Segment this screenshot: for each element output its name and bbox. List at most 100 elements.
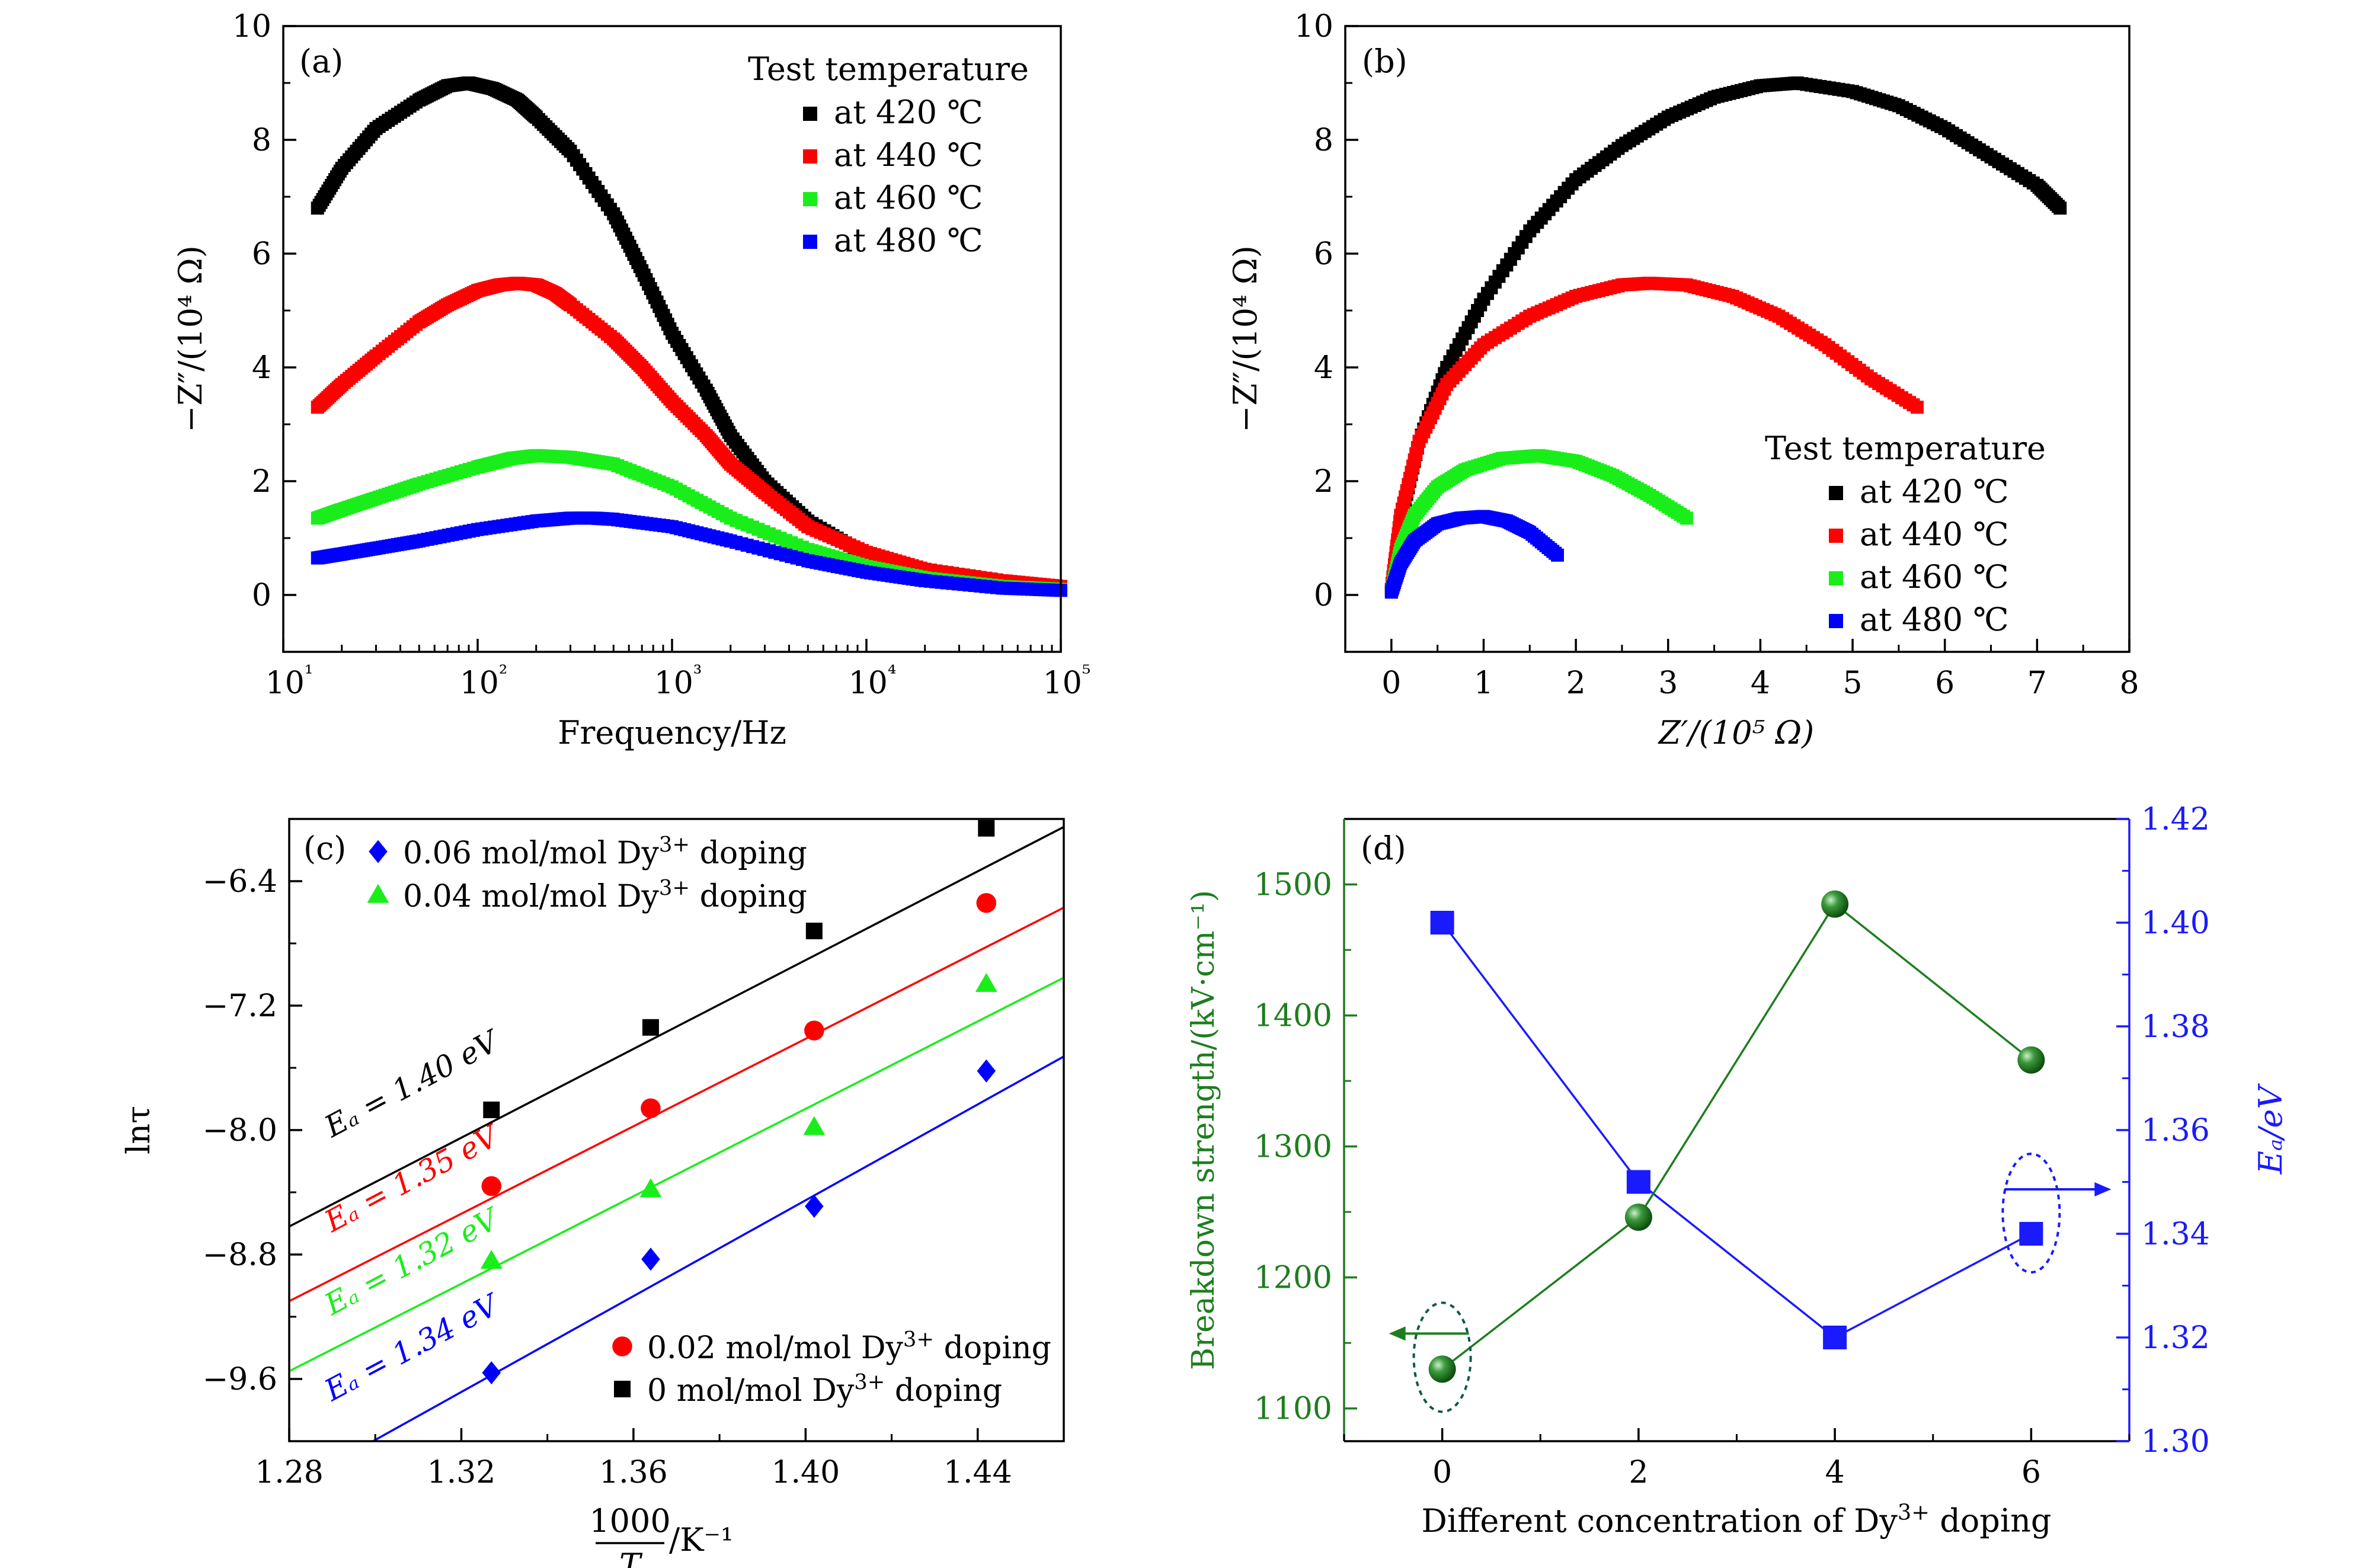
y-left-tick-label: 1400: [1254, 999, 1332, 1034]
series-1: [289, 892, 1064, 1303]
y-tick-label: 8: [252, 123, 271, 158]
data-point: [481, 1176, 502, 1196]
ea-point: [1626, 1170, 1650, 1194]
x-tick-label: 4: [1751, 665, 1770, 701]
legend-label: at 460 ℃: [834, 179, 983, 216]
x-tick-label: 10⁴: [849, 661, 897, 701]
data-point: [641, 1247, 660, 1271]
legend-marker: [369, 840, 388, 863]
breakdown-line: [1441, 903, 2032, 1370]
y-tick-label: −8.8: [203, 1237, 277, 1273]
legend-label: 0.02 mol/mol Dy3+ doping: [647, 1327, 1051, 1366]
legend-marker: [367, 884, 389, 903]
legend-title: Test temperature: [1765, 430, 2046, 467]
x-tick-label: 10³: [654, 661, 702, 701]
x-tick-label: 0: [1432, 1455, 1452, 1490]
legend-label: 0 mol/mol Dy3+ doping: [647, 1370, 1002, 1409]
data-point: [977, 1059, 996, 1083]
y-axis-label: lnτ: [120, 1106, 157, 1154]
legend-marker: [1829, 614, 1843, 628]
breakdown-point: [1821, 890, 1849, 918]
data-point: [641, 1098, 661, 1119]
legend-marker: [614, 1381, 631, 1397]
y-tick-label: 2: [252, 464, 271, 500]
y-tick-label: 8: [1314, 123, 1333, 158]
data-point: [480, 1250, 503, 1269]
legend-marker: [803, 235, 817, 249]
legend-marker: [1829, 486, 1843, 500]
y-right-tick-label: 1.40: [2141, 905, 2210, 941]
y-tick-label: 0: [1314, 578, 1333, 613]
series-3: [1384, 510, 1564, 599]
left-axis-indicator-ellipse: [1412, 1301, 1472, 1413]
series-3: [370, 1055, 1064, 1441]
legend-label: 0.04 mol/mol Dy3+ doping: [403, 876, 807, 914]
x-axis-label: Frequency/Hz: [558, 714, 786, 751]
data-point: [642, 1019, 659, 1036]
y-left-axis-label: Breakdown strength/(kV·cm⁻¹): [1186, 890, 1221, 1370]
data-point: [482, 1361, 501, 1384]
breakdown-point: [1624, 1204, 1652, 1231]
y-left-tick-label: 1500: [1254, 868, 1332, 903]
fit-line: [289, 976, 1064, 1372]
fit-line: [370, 1055, 1064, 1441]
x-axis-label-unit: /K⁻¹: [669, 1521, 734, 1559]
y-right-tick-label: 1.36: [2141, 1113, 2210, 1148]
legend-marker: [1829, 529, 1843, 543]
x-tick-label: 6: [1935, 665, 1954, 701]
data-point: [803, 1116, 826, 1135]
data-point: [1680, 511, 1693, 525]
y-tick-label: −6.4: [203, 864, 277, 900]
panel-label: (a): [299, 43, 343, 80]
series-0: [289, 820, 1064, 1228]
data-point: [1550, 548, 1564, 562]
y-left-tick-label: 1200: [1254, 1260, 1332, 1296]
ea-point: [2019, 1222, 2043, 1246]
ea-line: [1441, 921, 2032, 1339]
x-tick-label: 1.40: [771, 1455, 840, 1490]
x-tick-label: 2: [1629, 1455, 1648, 1490]
data-point: [639, 1178, 662, 1198]
y-left-tick-label: 1100: [1254, 1391, 1332, 1427]
x-tick-label: 3: [1658, 665, 1678, 701]
legend-label: at 460 ℃: [1860, 558, 2009, 596]
legend-marker: [803, 149, 817, 164]
x-tick-label: 1: [1474, 665, 1493, 701]
series-3: [311, 511, 1067, 597]
legend-label: at 420 ℃: [1860, 473, 2009, 510]
x-axis-label-denominator: T: [619, 1547, 643, 1568]
y-tick-label: 10: [232, 9, 271, 44]
y-right-tick-label: 1.32: [2141, 1320, 2210, 1356]
fit-line: [289, 825, 1064, 1228]
data-point: [1911, 401, 1924, 414]
legend-label: at 420 ℃: [834, 94, 983, 131]
data-point: [805, 923, 823, 939]
y-tick-label: 6: [1314, 236, 1333, 272]
x-tick-label: 2: [1566, 665, 1586, 701]
panel-c-arrhenius-plot: 1.28 1.32 1.36 1.40 1.44 −6.4 −7.2 −8.0 −8.8 −9.6…: [120, 818, 1065, 1568]
x-tick-label: 10⁵: [1043, 661, 1091, 701]
x-tick-label: 1.32: [427, 1455, 496, 1490]
y-tick-label: 4: [1314, 350, 1333, 386]
y-right-tick-label: 1.30: [2141, 1424, 2210, 1460]
x-tick-label: 0: [1381, 665, 1401, 701]
y-right-axis-label: Eₐ/eV: [2252, 1083, 2289, 1175]
panel-a-impedance-vs-frequency: 10¹ 10² 10³ 10⁴ 10⁵ 0 2 4 6 8 10 Frequency/Hz −Z″/(1…: [172, 9, 1090, 751]
panel-label: (c): [303, 830, 346, 867]
x-tick-label: 4: [1825, 1455, 1845, 1490]
series-2: [289, 972, 1064, 1372]
x-tick-label: 7: [2027, 665, 2047, 701]
data-point: [978, 820, 995, 837]
ea-point: [1823, 1326, 1847, 1349]
legend-label: at 480 ℃: [834, 222, 983, 259]
legend-label: at 480 ℃: [1860, 601, 2009, 638]
legend-marker: [612, 1336, 632, 1356]
x-tick-label: 6: [2021, 1455, 2041, 1490]
panel-b-frame: [1344, 25, 2131, 653]
panel-b-nyquist-plot: 0 1 2 3 4 5 6 7 8 0 2 4 6 8 10 Z′/(10⁵ Ω) −Z″/(10⁴ Ω) (b)…: [1227, 9, 2139, 751]
x-axis-label: Z′/(10⁵ Ω): [1658, 714, 1814, 751]
y-axis-label: −Z″/(10⁴ Ω): [1227, 245, 1264, 433]
y-tick-label: 6: [252, 236, 271, 272]
series-1: [311, 276, 1067, 593]
